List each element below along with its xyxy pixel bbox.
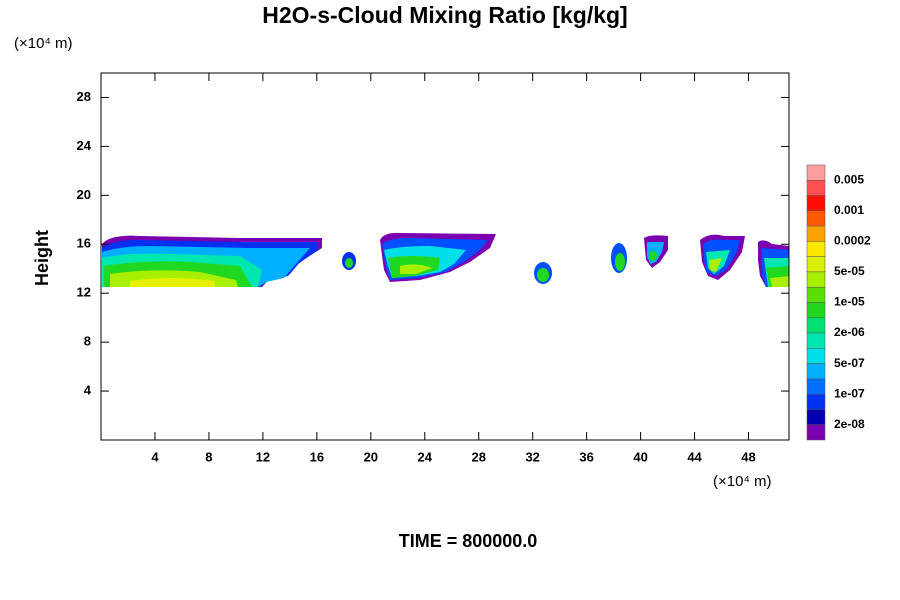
colorbar-swatch <box>806 210 826 227</box>
y-tick-label: 16 <box>77 236 91 251</box>
x-tick-label: 40 <box>633 449 647 464</box>
colorbar-swatch <box>806 271 826 288</box>
y-unit-label: (×10⁴ m) <box>14 35 73 52</box>
colorbar-label: 5e-07 <box>834 356 865 370</box>
colorbar-swatch <box>806 393 826 410</box>
colorbar-label: 0.005 <box>834 172 864 186</box>
contour-region <box>130 278 215 287</box>
y-tick-label: 24 <box>77 138 92 153</box>
colorbar-swatch <box>806 225 826 242</box>
x-tick-label: 44 <box>687 449 702 464</box>
y-tick-label: 28 <box>77 89 91 104</box>
colorbar-swatch <box>806 378 826 395</box>
colorbar-label: 1e-07 <box>834 386 865 400</box>
colorbar-swatch <box>806 424 826 441</box>
contour-region <box>537 268 549 282</box>
contour-region <box>649 251 657 261</box>
colorbar-swatch <box>806 180 826 196</box>
contour-region <box>345 258 353 268</box>
x-tick-label: 36 <box>579 449 593 464</box>
contour-region <box>615 253 625 271</box>
x-tick-label: 20 <box>364 449 378 464</box>
x-tick-label: 24 <box>418 449 433 464</box>
contour-region <box>400 264 432 274</box>
y-tick-label: 8 <box>84 334 91 349</box>
colorbar-swatch <box>806 409 826 425</box>
colorbar-swatch <box>806 332 826 349</box>
colorbar-swatch <box>806 195 826 212</box>
colorbar-label: 5e-05 <box>834 264 865 278</box>
colorbar-label: 2e-08 <box>834 417 865 431</box>
x-tick-label: 28 <box>471 449 485 464</box>
x-tick-label: 16 <box>310 449 324 464</box>
colorbar-swatch <box>806 317 826 334</box>
colorbar-swatch <box>806 241 826 257</box>
x-tick-label: 32 <box>525 449 539 464</box>
colorbar-swatch <box>806 348 826 364</box>
y-tick-label: 4 <box>84 383 92 398</box>
x-tick-label: 48 <box>741 449 755 464</box>
caption: TIME = 800000.0 <box>399 531 538 551</box>
y-tick-label: 12 <box>77 285 91 300</box>
y-axis-label: Height <box>32 230 52 286</box>
colorbar-label: 1e-05 <box>834 295 865 309</box>
colorbar-label: 2e-06 <box>834 325 865 339</box>
colorbar-swatch <box>806 256 826 273</box>
y-tick-label: 20 <box>77 187 91 202</box>
chart-title: H2O-s-Cloud Mixing Ratio [kg/kg] <box>262 2 627 28</box>
colorbar-swatch <box>806 286 826 303</box>
x-tick-label: 12 <box>256 449 270 464</box>
x-unit-label: (×10⁴ m) <box>713 473 772 490</box>
colorbar-swatch <box>806 164 826 181</box>
x-tick-label: 4 <box>151 449 159 464</box>
colorbar-swatch <box>806 302 826 319</box>
colorbar-label: 0.001 <box>834 203 864 217</box>
contour-region <box>770 276 789 287</box>
cloud-contours <box>102 232 789 287</box>
contour-region <box>709 258 722 272</box>
colorbar-swatch <box>806 363 826 380</box>
plot-frame <box>100 72 790 441</box>
colorbar-label: 0.0002 <box>834 234 871 248</box>
x-tick-label: 8 <box>205 449 212 464</box>
